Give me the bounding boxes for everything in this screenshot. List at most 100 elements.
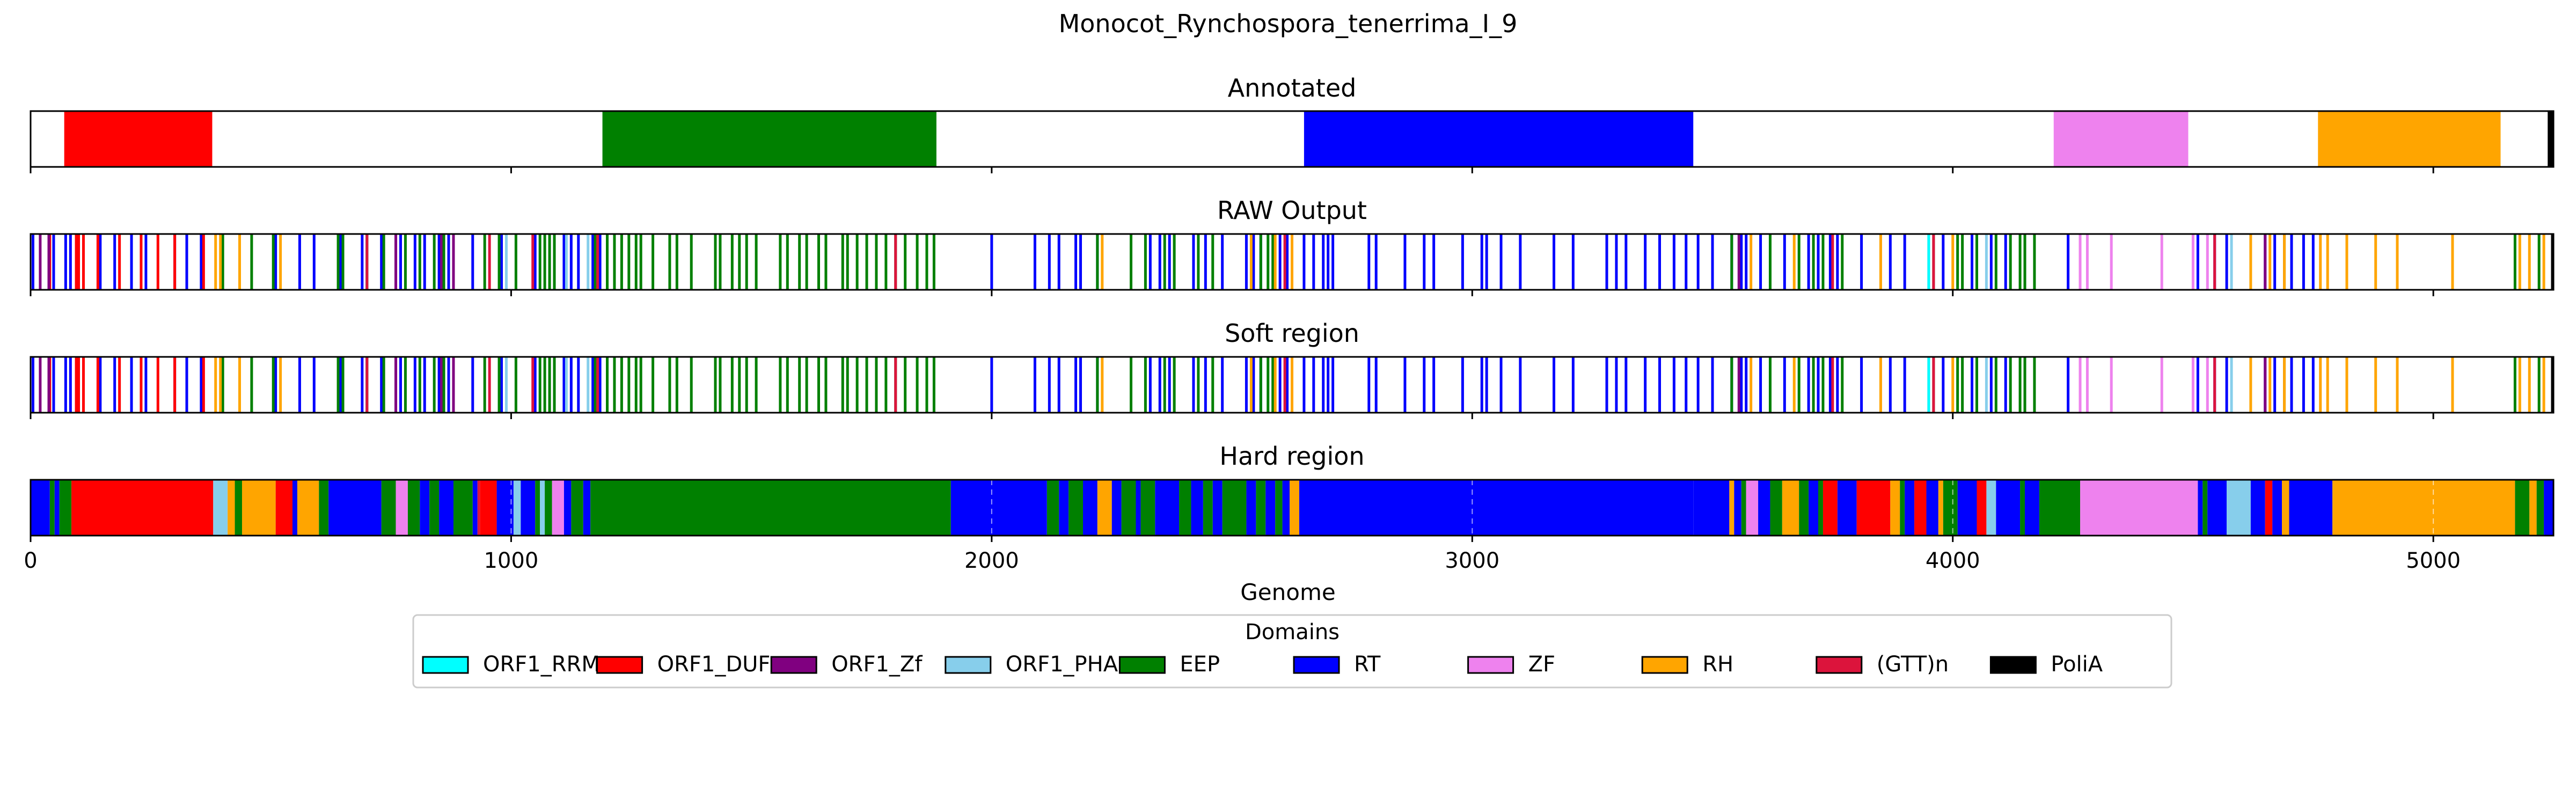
- track-title: RAW Output: [1217, 196, 1367, 225]
- track-frame: [30, 233, 2555, 291]
- region-eep: [59, 480, 72, 536]
- region-rt: [1155, 480, 1180, 536]
- region-rh: [228, 480, 235, 536]
- region-eep: [49, 480, 55, 536]
- region-rh: [2282, 480, 2289, 536]
- region-orf1-duf: [480, 480, 497, 536]
- region-rh: [1890, 480, 1900, 536]
- region-rt: [472, 480, 478, 536]
- region-rh: [2529, 480, 2537, 536]
- legend-label: (GTT)n: [1877, 652, 1949, 677]
- region--gtt-n: [477, 480, 480, 536]
- region-orf1-duf: [64, 111, 213, 167]
- region-rt: [54, 480, 60, 536]
- region-eep: [2515, 480, 2530, 536]
- region-rh: [1938, 480, 1943, 536]
- region-eep: [1799, 480, 1809, 536]
- region-orf1-pha: [1986, 480, 1996, 536]
- legend-swatch: [1989, 656, 2037, 674]
- region-orf1-duf: [1856, 480, 1891, 536]
- track-title: Hard region: [1219, 442, 1364, 471]
- x-tick-label: 2000: [964, 548, 1019, 573]
- legend-label: EEP: [1180, 652, 1220, 677]
- region-rt: [1809, 480, 1818, 536]
- region-zf: [1746, 480, 1759, 536]
- legend-swatch: [596, 656, 643, 674]
- region-rt: [564, 480, 572, 536]
- legend-label: RT: [1354, 652, 1381, 677]
- legend-label: ORF1_DUF: [657, 652, 771, 677]
- legend-title: Domains: [1245, 620, 1340, 645]
- region-rt: [583, 480, 591, 536]
- region-rt: [1837, 480, 1857, 536]
- region-rt: [1996, 480, 2021, 536]
- region-orf1-duf: [71, 480, 214, 536]
- region-orf1-pha: [2227, 480, 2251, 536]
- region-rt: [292, 480, 297, 536]
- region-rt: [1926, 480, 1938, 536]
- region-orf1-duf: [2265, 480, 2273, 536]
- region-eep: [1222, 480, 1247, 536]
- legend-swatch: [1641, 656, 1688, 674]
- region-eep: [407, 480, 420, 536]
- region-orf1-duf: [1823, 480, 1838, 536]
- legend-swatch: [1293, 656, 1340, 674]
- region-rt: [1191, 480, 1203, 536]
- region-rt: [328, 480, 382, 536]
- region-eep: [1121, 480, 1136, 536]
- x-axis: 0 1000 2000 3000 4000 5000: [24, 548, 2461, 573]
- region-rt: [2544, 480, 2553, 536]
- region-eep: [1203, 480, 1213, 536]
- legend-swatch: [945, 656, 992, 674]
- region-rt: [420, 480, 430, 536]
- legend-label: PoliA: [2051, 652, 2103, 677]
- x-axis-label: Genome: [1240, 579, 1335, 605]
- region-rt: [31, 480, 50, 536]
- region-orf1-pha: [513, 480, 521, 536]
- legend-label: ZF: [1528, 652, 1555, 677]
- region-eep: [429, 480, 440, 536]
- region-rt: [1758, 480, 1770, 536]
- legend-swatch: [770, 656, 817, 674]
- region-eep: [1069, 480, 1083, 536]
- x-tick-label: 5000: [2406, 548, 2461, 573]
- region-eep: [1046, 480, 1059, 536]
- track-title: Annotated: [1228, 74, 1357, 103]
- region-orf1-duf: [275, 480, 293, 536]
- region-rh: [1729, 480, 1735, 536]
- region-rt: [1299, 480, 1694, 536]
- region-rh: [2318, 111, 2501, 167]
- region-eep: [453, 480, 473, 536]
- track-frame: [30, 479, 2555, 537]
- region-orf1-duf: [1914, 480, 1927, 536]
- region-rt: [2250, 480, 2265, 536]
- region-orf1-pha: [213, 480, 228, 536]
- region-rh: [2332, 480, 2515, 536]
- x-tick-label: 3000: [1445, 548, 1499, 573]
- region-rt: [1265, 480, 1276, 536]
- legend-swatch: [1816, 656, 1863, 674]
- region-eep: [535, 480, 540, 536]
- region-rt: [1282, 480, 1290, 536]
- region-rh: [1097, 480, 1112, 536]
- legend-swatch: [422, 656, 469, 674]
- track-frame: [30, 110, 2555, 168]
- region-rh: [241, 480, 276, 536]
- region-eep: [235, 480, 242, 536]
- legend: Domains ORF1_RRM ORF1_DUF ORF1_Zf ORF1_PHA EE…: [412, 614, 2172, 689]
- region-zf: [396, 480, 408, 536]
- region-rt: [2207, 480, 2227, 536]
- region-eep: [1140, 480, 1155, 536]
- region-rt: [1693, 480, 1730, 536]
- region-rt: [950, 480, 1047, 536]
- region-zf: [552, 480, 564, 536]
- region-rt: [1212, 480, 1223, 536]
- region-eep: [1943, 480, 1958, 536]
- track-soft-region: Soft region: [30, 319, 2555, 419]
- region-rt: [1957, 480, 1977, 536]
- region-rt: [1059, 480, 1069, 536]
- region-eep: [1256, 480, 1266, 536]
- region-rt: [2025, 480, 2039, 536]
- region-rt: [1111, 480, 1122, 536]
